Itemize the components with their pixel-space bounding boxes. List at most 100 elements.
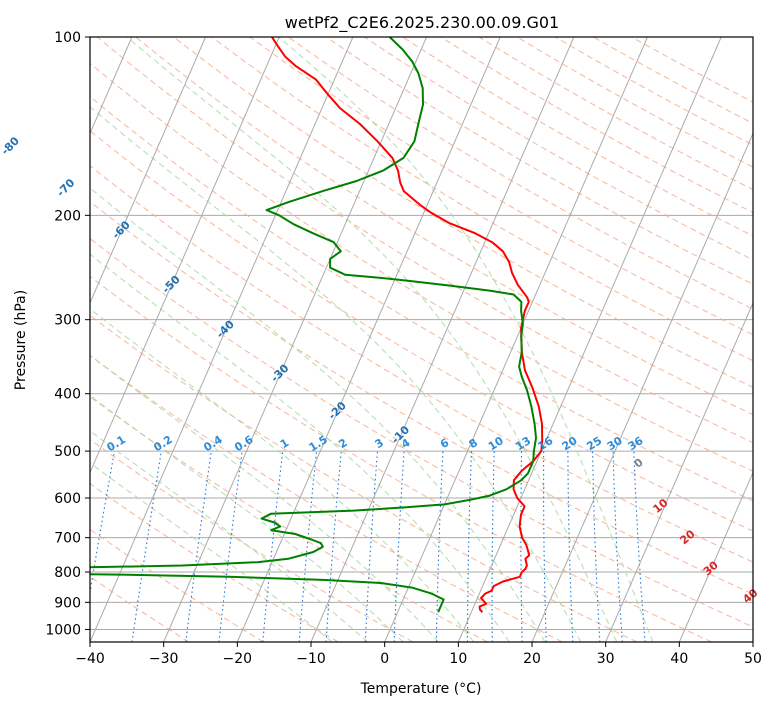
dry-adiabat	[90, 62, 753, 472]
isotherm-label: -50	[160, 273, 183, 296]
plot-frame	[89, 36, 754, 643]
x-tick-label: 0	[380, 651, 389, 667]
x-tick-label: −40	[75, 651, 105, 667]
dry-adiabat	[96, 37, 753, 444]
y-tick-label: 500	[54, 444, 81, 460]
theta-label: 20	[677, 527, 697, 547]
x-axis-label: Temperature (°C)	[360, 681, 482, 697]
dry-adiabat	[90, 164, 753, 563]
isotherm-line	[457, 37, 722, 642]
dry-adiabat	[90, 438, 414, 642]
x-tick-label: 20	[523, 651, 541, 667]
moist-adiabats	[90, 37, 654, 642]
chart-title: wetPf2_C2E6.2025.230.00.09.G01	[285, 13, 559, 33]
mixing-ratio-line	[185, 451, 212, 642]
isotherm-line	[90, 37, 354, 642]
isotherm-label: -80	[0, 134, 22, 157]
mixing-ratio-label: 36	[626, 434, 646, 453]
x-tick-label: 30	[597, 651, 615, 667]
dry-adiabat	[554, 37, 753, 146]
dry-adiabat	[249, 37, 753, 336]
dry-adiabat	[90, 396, 488, 642]
mixing-ratio-line	[612, 451, 623, 642]
mixing-ratio-line	[567, 451, 574, 642]
mixing-ratio-line	[491, 451, 495, 642]
dry-adiabat	[287, 37, 753, 310]
y-tick-label: 700	[54, 531, 81, 547]
dry-adiabat	[90, 482, 339, 642]
isotherm-label: -60	[110, 218, 133, 241]
dry-adiabat	[90, 275, 712, 642]
y-axis-ticks: 100 200 300 400 500 600 700 800 900 1000	[45, 30, 90, 638]
mixing-ratio-line	[262, 451, 284, 642]
theta-label: 30	[701, 558, 721, 578]
dry-adiabat	[90, 95, 753, 502]
dry-adiabat	[135, 37, 753, 416]
y-tick-label: 300	[54, 313, 81, 329]
y-tick-label: 100	[54, 30, 81, 46]
isotherm-line	[0, 37, 58, 642]
isotherm-label: -30	[268, 361, 291, 384]
dry-adiabat	[90, 130, 753, 532]
moist-adiabat	[278, 37, 654, 642]
isotherm-line	[384, 37, 649, 642]
mixing-ratio-label: 30	[605, 434, 625, 453]
x-tick-label: −10	[296, 651, 326, 667]
isotherm-line	[605, 301, 753, 642]
mixing-ratio-line	[435, 451, 444, 642]
isotherm-line	[678, 471, 753, 642]
x-tick-label: −30	[149, 651, 179, 667]
dry-adiabat	[516, 37, 753, 168]
mixing-ratio-line	[218, 451, 243, 642]
mixing-ratio-line	[325, 451, 342, 642]
dry-adiabat	[173, 37, 753, 389]
isotherm-line	[236, 37, 501, 642]
moist-adiabat	[90, 187, 546, 642]
mixing-ratio-label: 4	[399, 436, 413, 451]
temperature-line	[271, 37, 544, 613]
isotherm-line	[752, 640, 753, 642]
mixing-ratio-line	[543, 451, 547, 642]
mixing-ratio-line	[364, 451, 379, 642]
moist-adiabat	[90, 462, 333, 642]
moist-adiabat	[90, 430, 369, 642]
dry-adiabat	[325, 37, 753, 285]
dry-adiabat	[90, 237, 753, 628]
dry-adiabats	[90, 37, 753, 642]
mixing-ratio-line	[90, 451, 116, 596]
isotherm-label: -20	[326, 399, 349, 422]
dry-adiabat	[593, 37, 753, 125]
moist-adiabat	[90, 253, 510, 642]
mixing-ratio-line	[592, 451, 601, 642]
dry-adiabat	[90, 314, 638, 642]
mixing-ratio-line	[633, 451, 646, 642]
mixing-ratio-label: 2	[336, 436, 349, 451]
moist-adiabat	[126, 37, 618, 642]
x-tick-label: 50	[744, 651, 762, 667]
mixing-ratio-label: 16	[535, 434, 555, 453]
mixing-ratio-label: 6	[438, 436, 452, 451]
x-axis-ticks: −40 −30 −20 −10 0 10 20 30 40 50	[75, 642, 762, 667]
y-axis-label: Pressure (hPa)	[13, 290, 29, 390]
x-tick-label: 40	[670, 651, 688, 667]
horizontal-grid	[90, 36, 753, 630]
mixing-ratio-lines	[90, 451, 646, 642]
y-tick-label: 600	[54, 491, 81, 507]
y-tick-label: 900	[54, 595, 81, 611]
isotherm-line	[163, 37, 428, 642]
y-tick-label: 200	[54, 208, 81, 224]
theta-label: 40	[740, 586, 760, 606]
isotherms	[0, 37, 753, 642]
dry-adiabat	[90, 200, 753, 595]
moist-adiabat	[90, 394, 404, 642]
mixing-ratio-label: 10	[486, 434, 506, 453]
moist-adiabat	[90, 354, 439, 642]
theta-label: 0	[632, 456, 646, 471]
x-tick-label: 10	[449, 651, 467, 667]
x-tick-label: −20	[223, 651, 253, 667]
dry-adiabat	[211, 37, 753, 362]
mixing-ratio-label: 1	[278, 436, 291, 451]
isotherm-line	[531, 132, 753, 642]
isotherm-line	[90, 37, 280, 474]
